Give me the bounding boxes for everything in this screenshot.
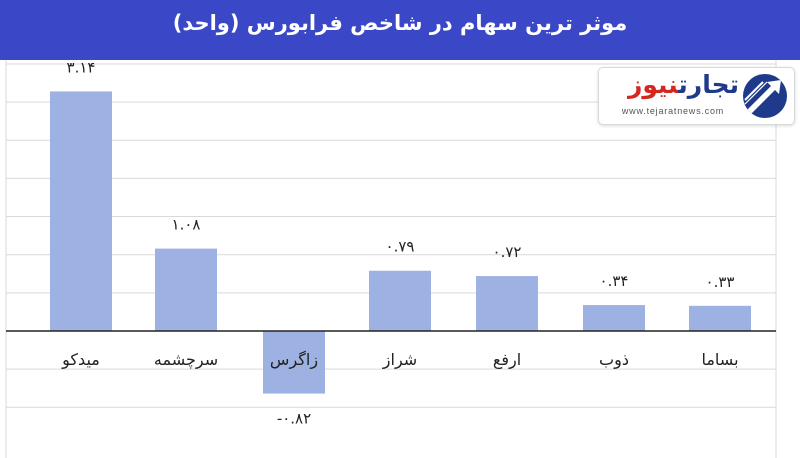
logo-url: www.tejaratnews.com bbox=[621, 106, 725, 116]
bar bbox=[50, 91, 112, 331]
title-bar bbox=[0, 0, 800, 60]
data-label: ۰.۷۲ bbox=[493, 243, 522, 261]
data-label: ۰.۳۳ bbox=[706, 273, 735, 291]
category-label: ارفع bbox=[493, 350, 521, 370]
labels: میدکو سرچشمه زاگرس شراز ارفع ذوب بساما ۳.۱۴ ۱.۰۸… bbox=[61, 58, 738, 427]
category-label: ذوب bbox=[599, 350, 629, 370]
bars bbox=[6, 91, 776, 394]
data-label: -۰.۸۲ bbox=[277, 410, 311, 428]
data-label: ۰.۷۹ bbox=[386, 238, 415, 256]
data-label: ۱.۰۸ bbox=[172, 216, 201, 234]
data-label: ۰.۳۴ bbox=[600, 272, 629, 290]
category-label: شراز bbox=[382, 350, 417, 370]
logo-brand-part2: نیوز bbox=[627, 70, 679, 99]
category-label: میدکو bbox=[61, 350, 100, 370]
bar bbox=[583, 305, 645, 331]
category-label: بساما bbox=[701, 350, 738, 369]
logo-arrow-icon bbox=[743, 74, 787, 118]
tejaratnews-logo: تجارتنیوز www.tejaratnews.com bbox=[598, 67, 795, 125]
data-label: ۳.۱۴ bbox=[67, 58, 96, 76]
logo-brand-part1: تجارت bbox=[678, 70, 739, 99]
bar bbox=[689, 305, 751, 331]
category-label: سرچشمه bbox=[154, 350, 218, 370]
bar bbox=[263, 331, 325, 394]
logo-brand-text: تجارتنیوز bbox=[607, 70, 739, 99]
bar bbox=[369, 270, 431, 331]
chart-title: موثر ترین سهام در شاخص فرابورس (واحد) bbox=[172, 11, 628, 35]
bar bbox=[155, 248, 217, 331]
bar bbox=[476, 276, 538, 331]
category-label: زاگرس bbox=[270, 350, 318, 370]
